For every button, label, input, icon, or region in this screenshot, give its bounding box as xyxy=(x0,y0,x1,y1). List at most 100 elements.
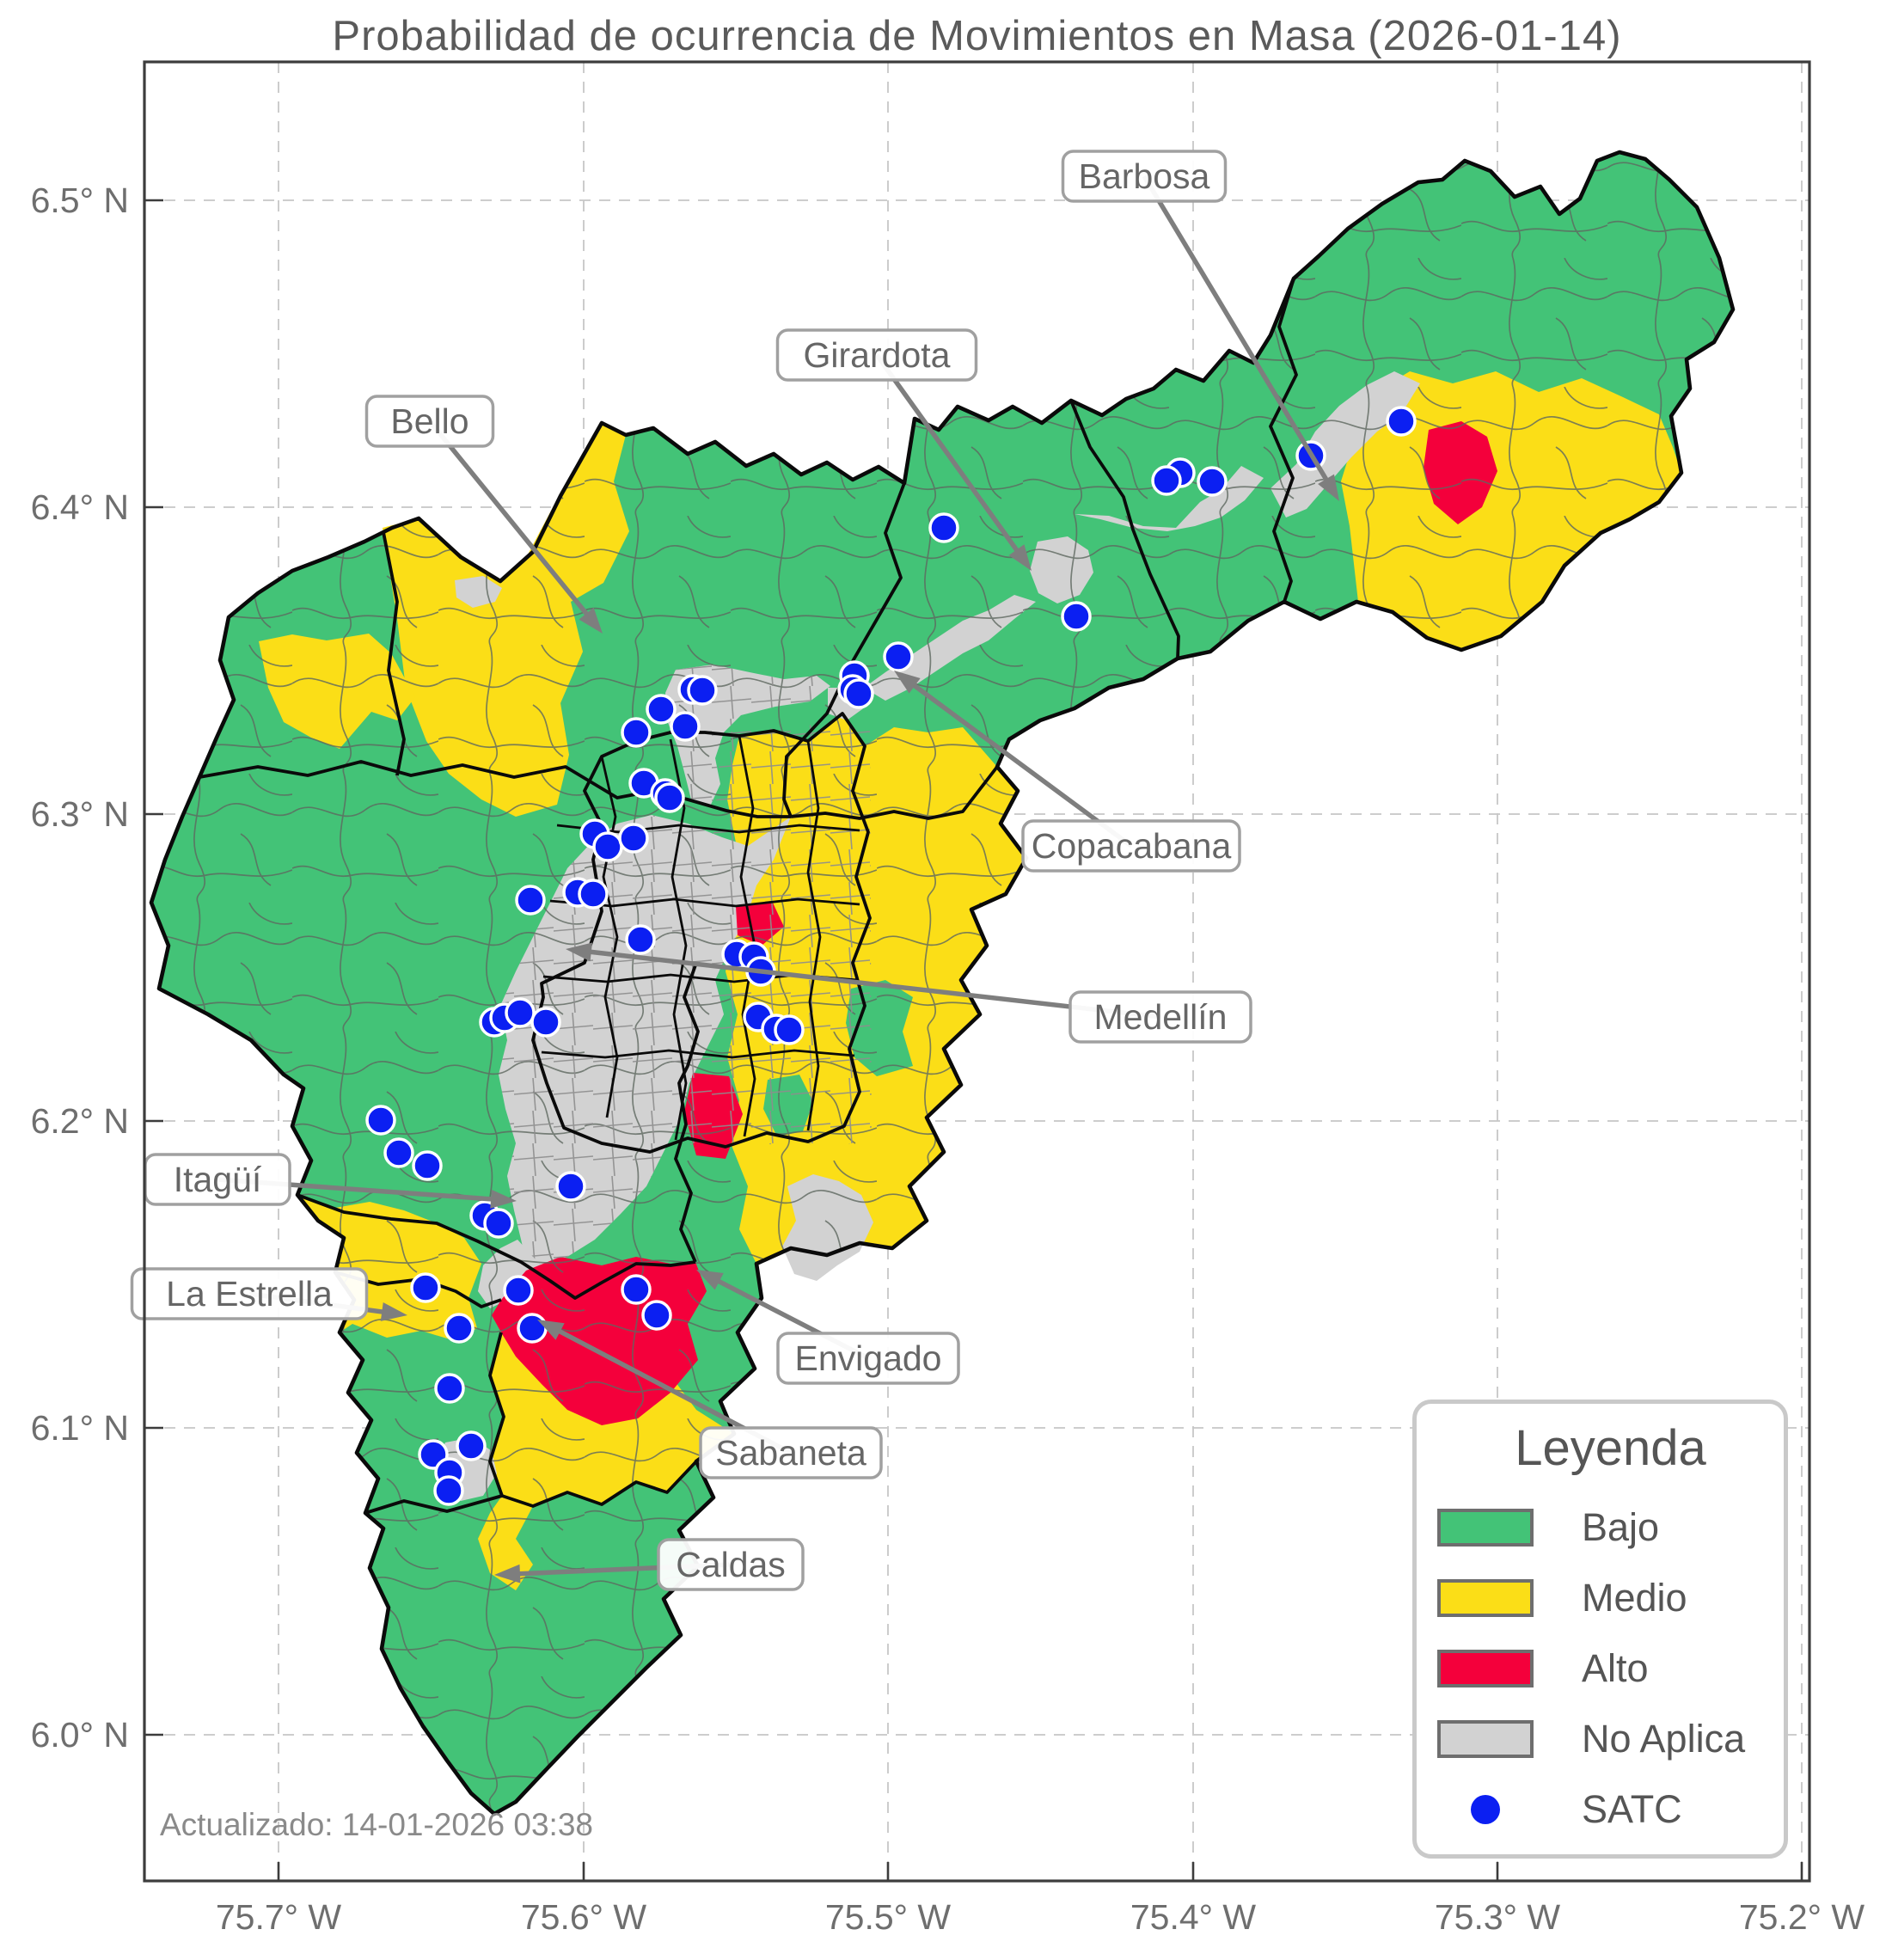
chart-title: Probabilidad de ocurrencia de Movimiento… xyxy=(332,13,1622,59)
legend-item-label: SATC xyxy=(1582,1787,1682,1831)
annotation-caldas: Caldas xyxy=(494,1538,805,1591)
satc-points xyxy=(365,406,1417,1506)
municipal-border xyxy=(1069,400,1180,659)
annotation-arrow-head xyxy=(1318,474,1339,501)
comuna-border xyxy=(806,740,822,1131)
satc-point xyxy=(687,675,718,706)
annotation-label-box xyxy=(657,1538,805,1591)
satc-point xyxy=(505,997,536,1028)
annotation-label: Sabaneta xyxy=(715,1433,866,1473)
y-tick-label: 6.0° N xyxy=(31,1715,129,1755)
annotation-label: Bello xyxy=(390,401,468,441)
x-tick-label: 75.6° W xyxy=(521,1897,647,1937)
annotation-arrow-line xyxy=(874,353,1024,559)
y-tick-label: 6.3° N xyxy=(31,794,129,834)
legend-item-alto: Alto xyxy=(1437,1633,1649,1704)
annotation-label-box xyxy=(130,1267,369,1320)
satc-point xyxy=(654,782,685,813)
legend-item-satc: SATC xyxy=(1437,1774,1682,1845)
municipal-border xyxy=(531,712,872,1154)
satc-point xyxy=(774,1014,805,1045)
municipal-border xyxy=(674,962,700,1263)
annotation-arrow-head xyxy=(894,671,921,694)
y-tick-label: 6.5° N xyxy=(31,181,129,220)
annotation-label: Girardota xyxy=(804,335,951,375)
annotations: Barbosa Girardota Bello Copacabana Medellín I… xyxy=(130,150,1339,1591)
municipal-border xyxy=(1269,278,1298,603)
satc-point xyxy=(1061,601,1092,632)
annotation-arrow-head xyxy=(579,607,603,634)
annotation-label: Itagüí xyxy=(174,1160,262,1199)
legend: Leyenda Bajo Medio Alto No Aplica SATC xyxy=(1412,1400,1788,1859)
satc-point xyxy=(1197,466,1228,497)
satc-point xyxy=(625,924,656,955)
legend-item-label: Alto xyxy=(1582,1646,1649,1690)
legend-item-label: Medio xyxy=(1582,1576,1687,1620)
legend-point-swatch xyxy=(1471,1795,1500,1824)
legend-color-swatch xyxy=(1437,1579,1534,1617)
satc-point xyxy=(517,1313,548,1344)
satc-point xyxy=(578,879,609,910)
annotation-copacabana: Copacabana xyxy=(894,671,1241,873)
satc-point xyxy=(365,1105,396,1136)
satc-point xyxy=(1151,465,1182,496)
annotation-la-estrella: La Estrella xyxy=(130,1267,407,1321)
annotation-label-box xyxy=(1021,819,1241,873)
satc-point xyxy=(928,512,959,543)
annotation-itagui: Itagüí xyxy=(144,1153,517,1209)
satc-point xyxy=(1386,406,1417,437)
annotation-arrow-head xyxy=(494,1564,521,1583)
satc-point xyxy=(503,1275,534,1306)
legend-item-bajo: Bajo xyxy=(1437,1492,1659,1563)
x-tick-label: 75.3° W xyxy=(1435,1897,1561,1937)
satc-point xyxy=(433,1475,464,1506)
satc-point xyxy=(456,1430,487,1461)
annotation-label: Copacabana xyxy=(1032,826,1232,866)
annotation-label: Caldas xyxy=(676,1545,786,1584)
x-tick-label: 75.2° W xyxy=(1739,1897,1865,1937)
satc-point xyxy=(618,823,649,854)
satc-point xyxy=(515,885,546,916)
axes: 75.7° W 75.6° W 75.5° W 75.4° W 75.3° W 75.2°… xyxy=(31,60,1865,1937)
municipal-border xyxy=(381,527,406,776)
y-tick-label: 6.4° N xyxy=(31,487,129,527)
annotation-bello: Bello xyxy=(364,395,603,634)
municipal-border xyxy=(790,765,999,820)
annotation-label: Barbosa xyxy=(1079,156,1210,196)
legend-item-medio: Medio xyxy=(1437,1563,1687,1633)
satc-point xyxy=(410,1272,441,1303)
annotation-arrow-line xyxy=(582,948,1161,1020)
satc-point xyxy=(646,694,677,725)
annotation-medellin: Medellín xyxy=(566,942,1252,1044)
legend-item-label: No Aplica xyxy=(1582,1717,1746,1761)
annotation-arrow-head xyxy=(566,942,593,962)
annotation-arrow-line xyxy=(1142,175,1333,488)
legend-item-no-aplica: No Aplica xyxy=(1437,1704,1745,1774)
legend-item-label: Bajo xyxy=(1582,1505,1660,1549)
annotation-arrow-head xyxy=(1008,544,1032,571)
legend-title: Leyenda xyxy=(1515,1420,1706,1476)
satc-point xyxy=(444,1313,475,1344)
annotation-girardota: Girardota xyxy=(775,328,1032,571)
satc-point xyxy=(883,641,914,672)
y-tick-label: 6.1° N xyxy=(31,1408,129,1448)
annotation-label-box xyxy=(775,328,978,382)
satc-point xyxy=(530,1007,561,1038)
y-tick-label: 6.2° N xyxy=(31,1101,129,1141)
annotation-arrow-head xyxy=(380,1302,407,1321)
satc-point xyxy=(621,1274,652,1305)
satc-point xyxy=(670,711,701,742)
satc-point xyxy=(555,1171,586,1202)
x-tick-label: 75.7° W xyxy=(216,1897,342,1937)
satc-point xyxy=(383,1137,414,1168)
annotation-sabaneta: Sabaneta xyxy=(537,1320,883,1479)
satc-point xyxy=(843,678,874,709)
municipal-border xyxy=(199,760,791,818)
annotation-label-box xyxy=(776,1332,960,1385)
x-tick-label: 75.5° W xyxy=(825,1897,952,1937)
satc-point xyxy=(483,1208,514,1239)
legend-color-swatch xyxy=(1437,1509,1534,1547)
comuna-border xyxy=(541,1049,855,1059)
